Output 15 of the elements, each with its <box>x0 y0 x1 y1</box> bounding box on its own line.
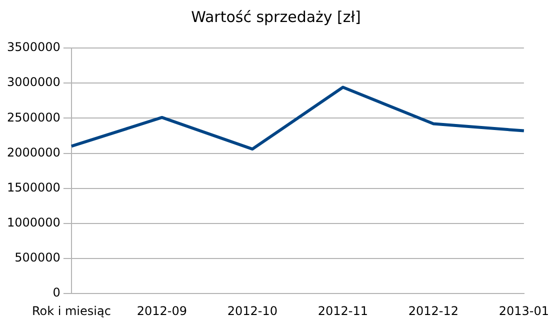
x-tick-label: 2013-01 <box>498 304 549 318</box>
y-tick-label: 500000 <box>14 250 60 265</box>
x-tick-label: 2012-11 <box>318 304 368 318</box>
y-tick-label: 2000000 <box>6 145 60 160</box>
y-tick-label: 2500000 <box>6 110 60 124</box>
y-tick-label: 0 <box>52 286 60 300</box>
y-tick-label: 3500000 <box>6 40 60 54</box>
y-tick-label: 1000000 <box>6 216 60 230</box>
x-tick-label: 2012-12 <box>408 304 459 318</box>
chart-title: Wartość sprzedaży [zł] <box>190 8 362 26</box>
x-tick-label: 2012-09 <box>136 304 188 318</box>
x-tick-label: Rok i miesiąc <box>32 304 111 318</box>
y-tick-label: 3000000 <box>6 75 60 90</box>
y-tick-label: 1500000 <box>6 180 60 194</box>
x-tick-label: 2012-10 <box>227 304 278 318</box>
